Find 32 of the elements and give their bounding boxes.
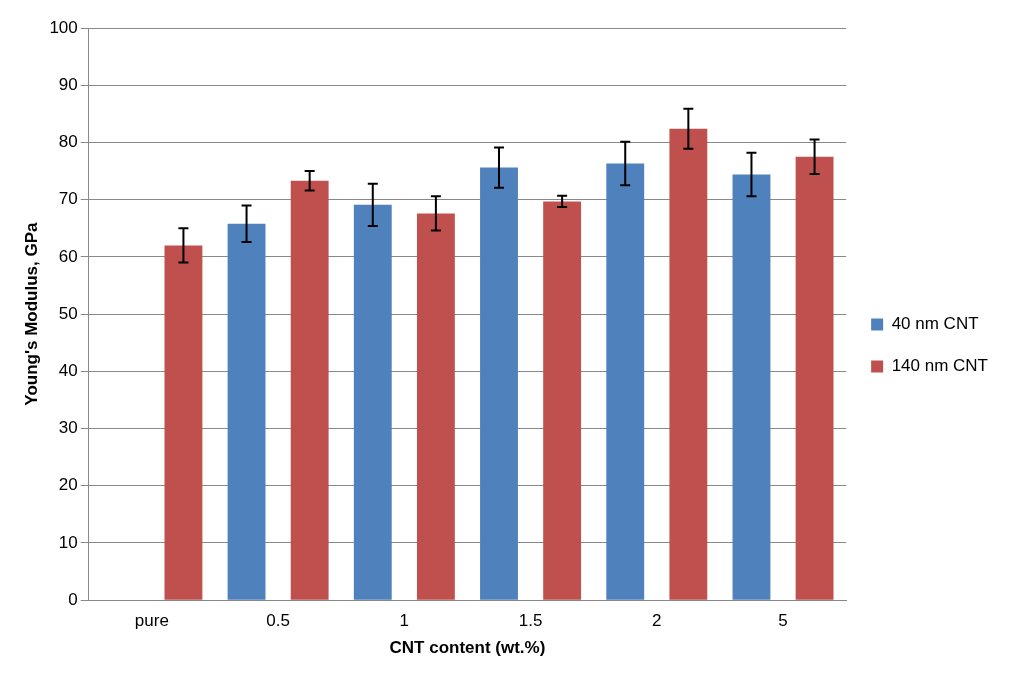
bar <box>732 174 771 600</box>
bar <box>669 128 708 600</box>
y-tick-label: 80 <box>58 132 78 152</box>
y-tick-label: 90 <box>58 74 78 94</box>
x-tick-label: 5 <box>778 611 788 631</box>
bar <box>227 223 266 600</box>
bar <box>290 180 329 600</box>
bar <box>164 245 203 600</box>
y-tick-label: 40 <box>58 361 78 381</box>
bar <box>543 201 582 600</box>
y-tick-label: 30 <box>58 418 78 438</box>
x-tick-label: 1.5 <box>518 611 543 631</box>
y-tick-label: 20 <box>58 475 78 495</box>
y-tick-label: 0 <box>68 589 78 609</box>
bar <box>353 204 392 600</box>
bar <box>480 167 518 600</box>
bar <box>795 156 834 600</box>
y-tick-label: 100 <box>49 17 78 37</box>
legend-label: 40 nm CNT <box>891 314 979 334</box>
y-tick-label: 10 <box>58 532 78 552</box>
x-tick-label: 0.5 <box>266 611 290 631</box>
y-axis-title: Young's Modulus, GPa <box>21 221 41 406</box>
x-tick-label: pure <box>134 611 169 631</box>
x-axis-title: CNT content (wt.%) <box>389 638 546 658</box>
y-tick-label: 50 <box>58 303 78 323</box>
x-tick-label: 1 <box>399 611 410 631</box>
y-tick-label: 60 <box>58 246 78 266</box>
x-tick-label: 2 <box>652 611 662 631</box>
bar <box>606 163 645 600</box>
legend-label: 140 nm CNT <box>891 356 989 376</box>
bar <box>416 213 455 600</box>
y-tick-label: 70 <box>58 189 78 209</box>
